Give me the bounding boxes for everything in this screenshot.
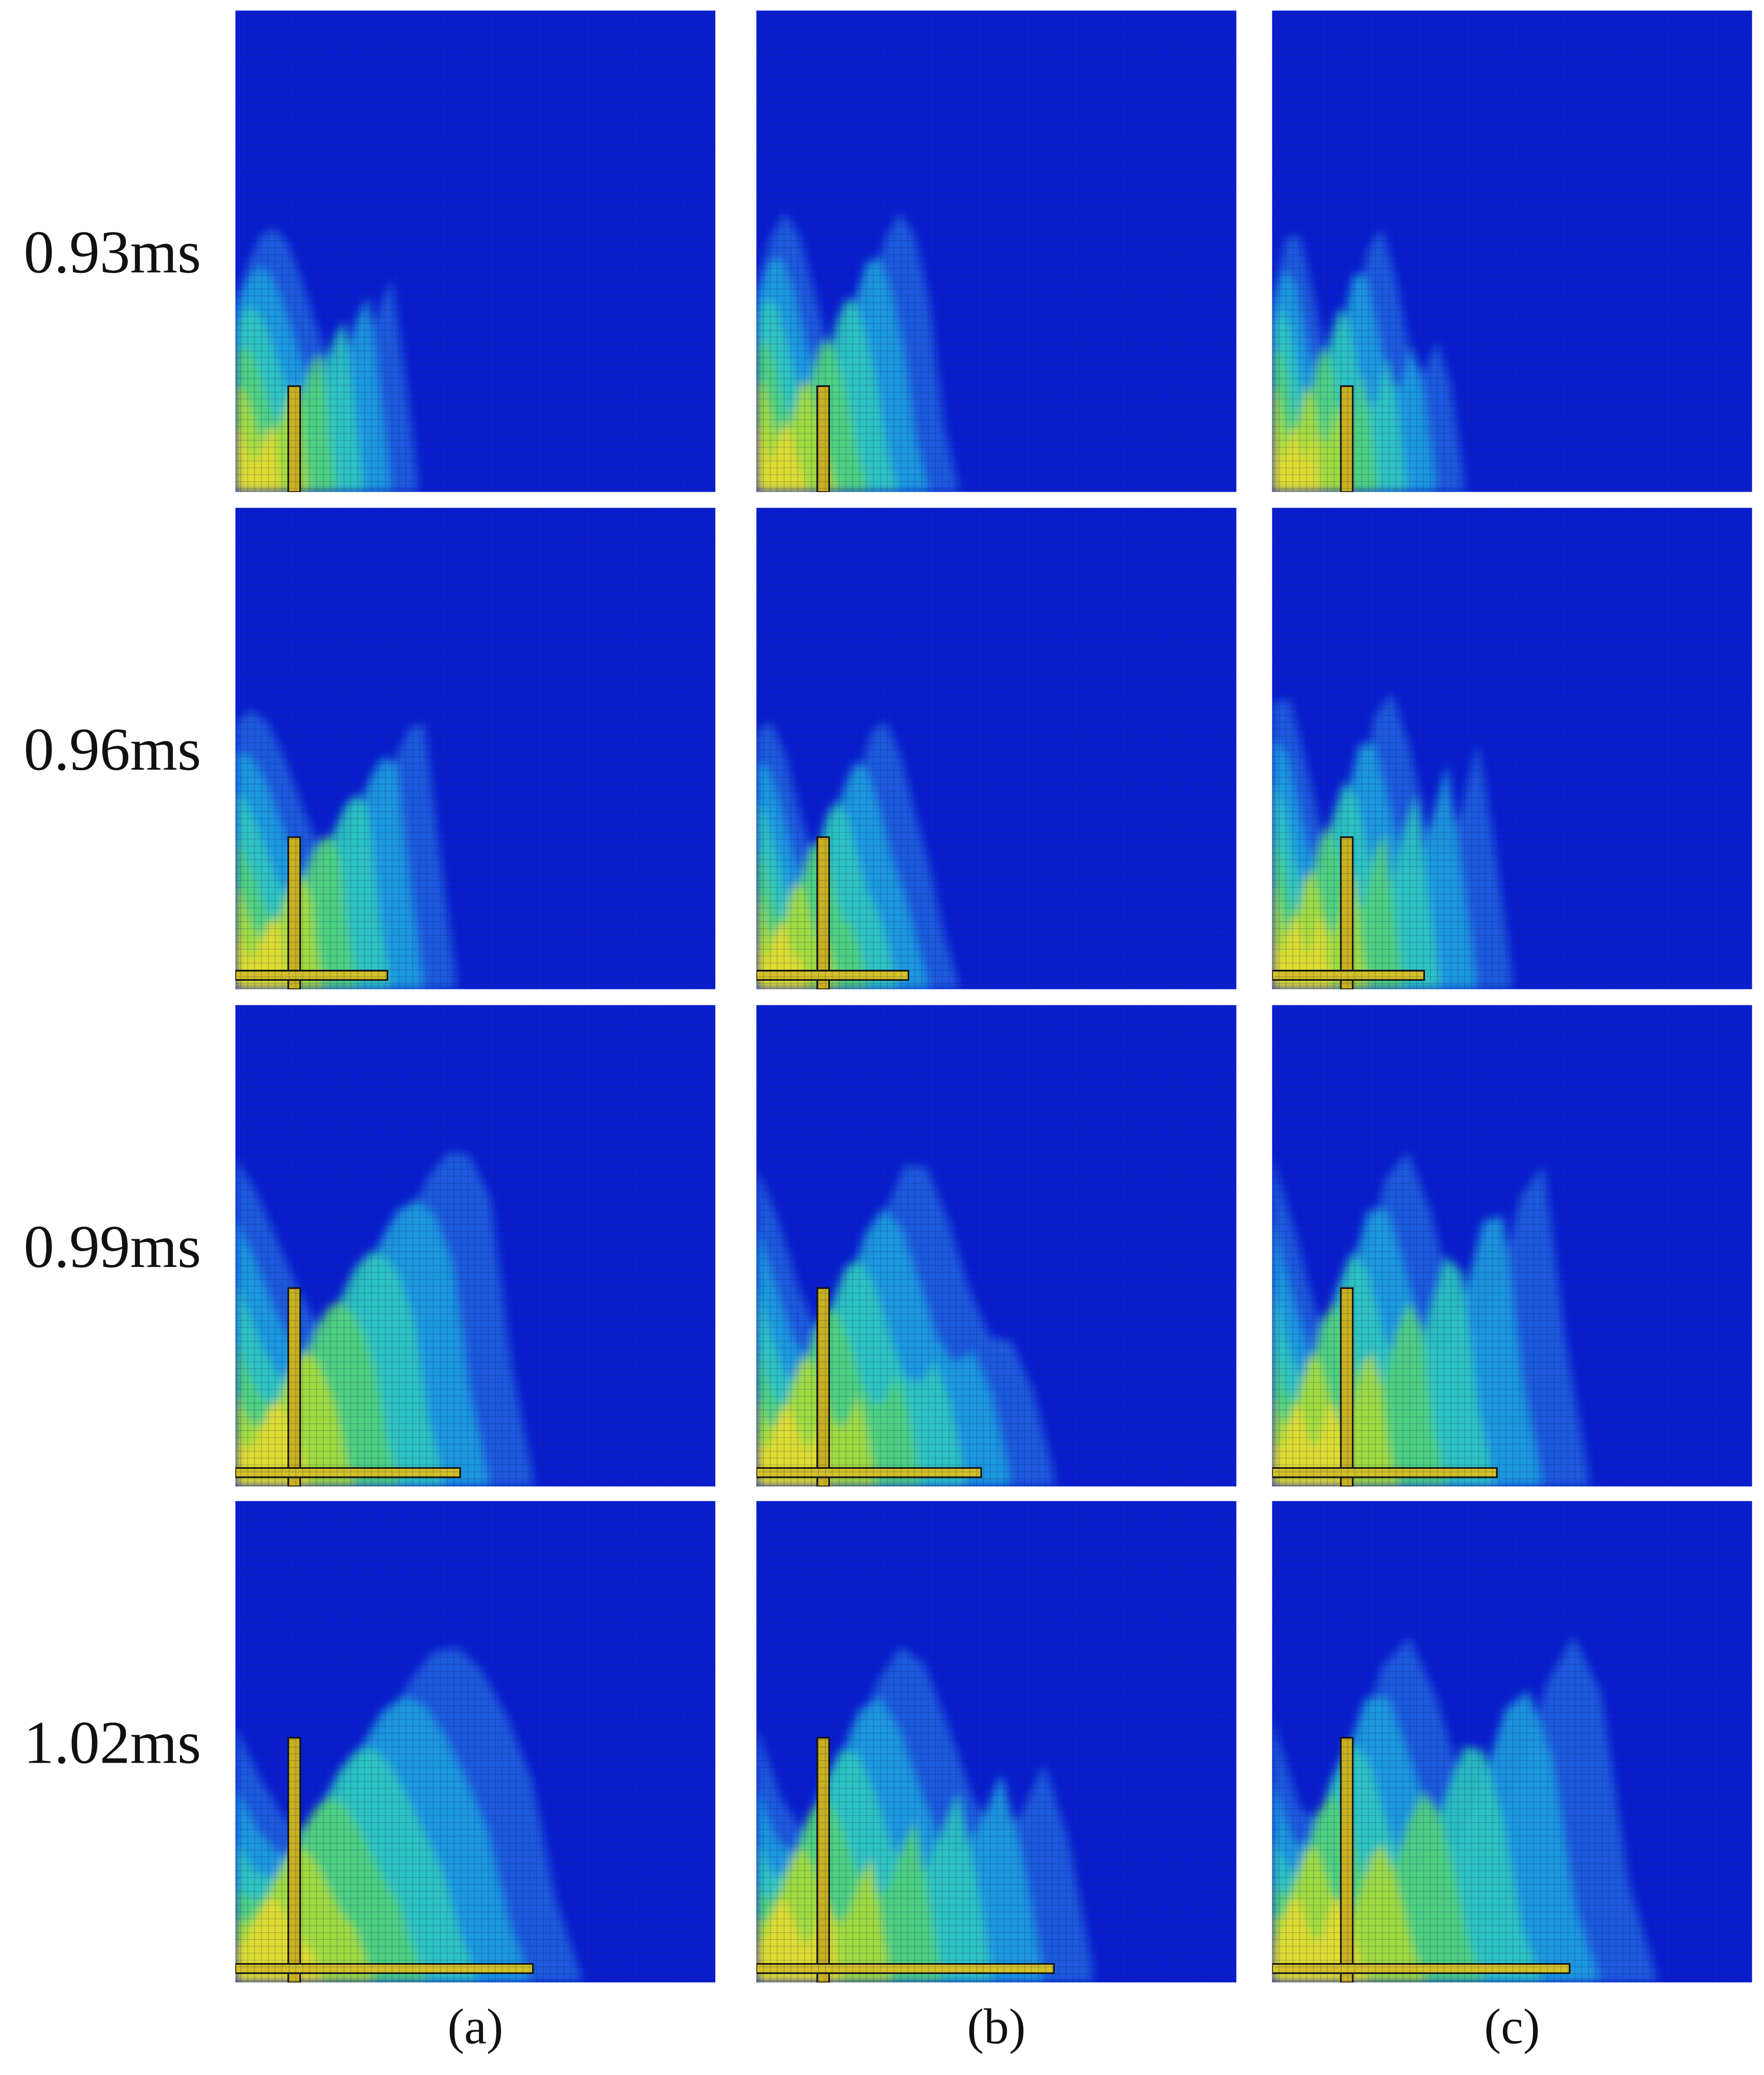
simulation-panel: [756, 1005, 1237, 1487]
mesh: [1272, 508, 1752, 989]
simulation-panel: [235, 1005, 716, 1487]
mesh: [235, 508, 716, 989]
mesh: [1272, 1005, 1752, 1487]
column-label: (a): [448, 1999, 503, 2054]
mesh: [756, 10, 1237, 492]
simulation-panel: [1272, 10, 1752, 492]
mesh: [235, 1501, 716, 1982]
mesh: [756, 1005, 1237, 1487]
row-label: 0.99ms: [23, 1213, 201, 1280]
simulation-panel: [756, 10, 1237, 492]
simulation-panel: [235, 10, 716, 492]
simulation-panel: [235, 1501, 716, 1982]
row-label: 1.02ms: [23, 1709, 201, 1776]
mesh: [1272, 1501, 1752, 1982]
mesh: [1272, 10, 1752, 492]
column-label: (b): [967, 1999, 1026, 2054]
row-label: 0.93ms: [23, 219, 201, 286]
mesh: [756, 1501, 1237, 1982]
row-label: 0.96ms: [23, 716, 201, 783]
mesh: [235, 1005, 716, 1487]
mesh: [235, 10, 716, 492]
mesh: [756, 508, 1237, 989]
simulation-panel: [756, 508, 1237, 989]
simulation-panel: [1272, 1005, 1752, 1487]
simulation-panel: [1272, 1501, 1752, 1982]
simulation-panel: [235, 508, 716, 989]
simulation-panel: [756, 1501, 1237, 1982]
simulation-panel: [1272, 508, 1752, 989]
column-label: (c): [1484, 1999, 1540, 2054]
